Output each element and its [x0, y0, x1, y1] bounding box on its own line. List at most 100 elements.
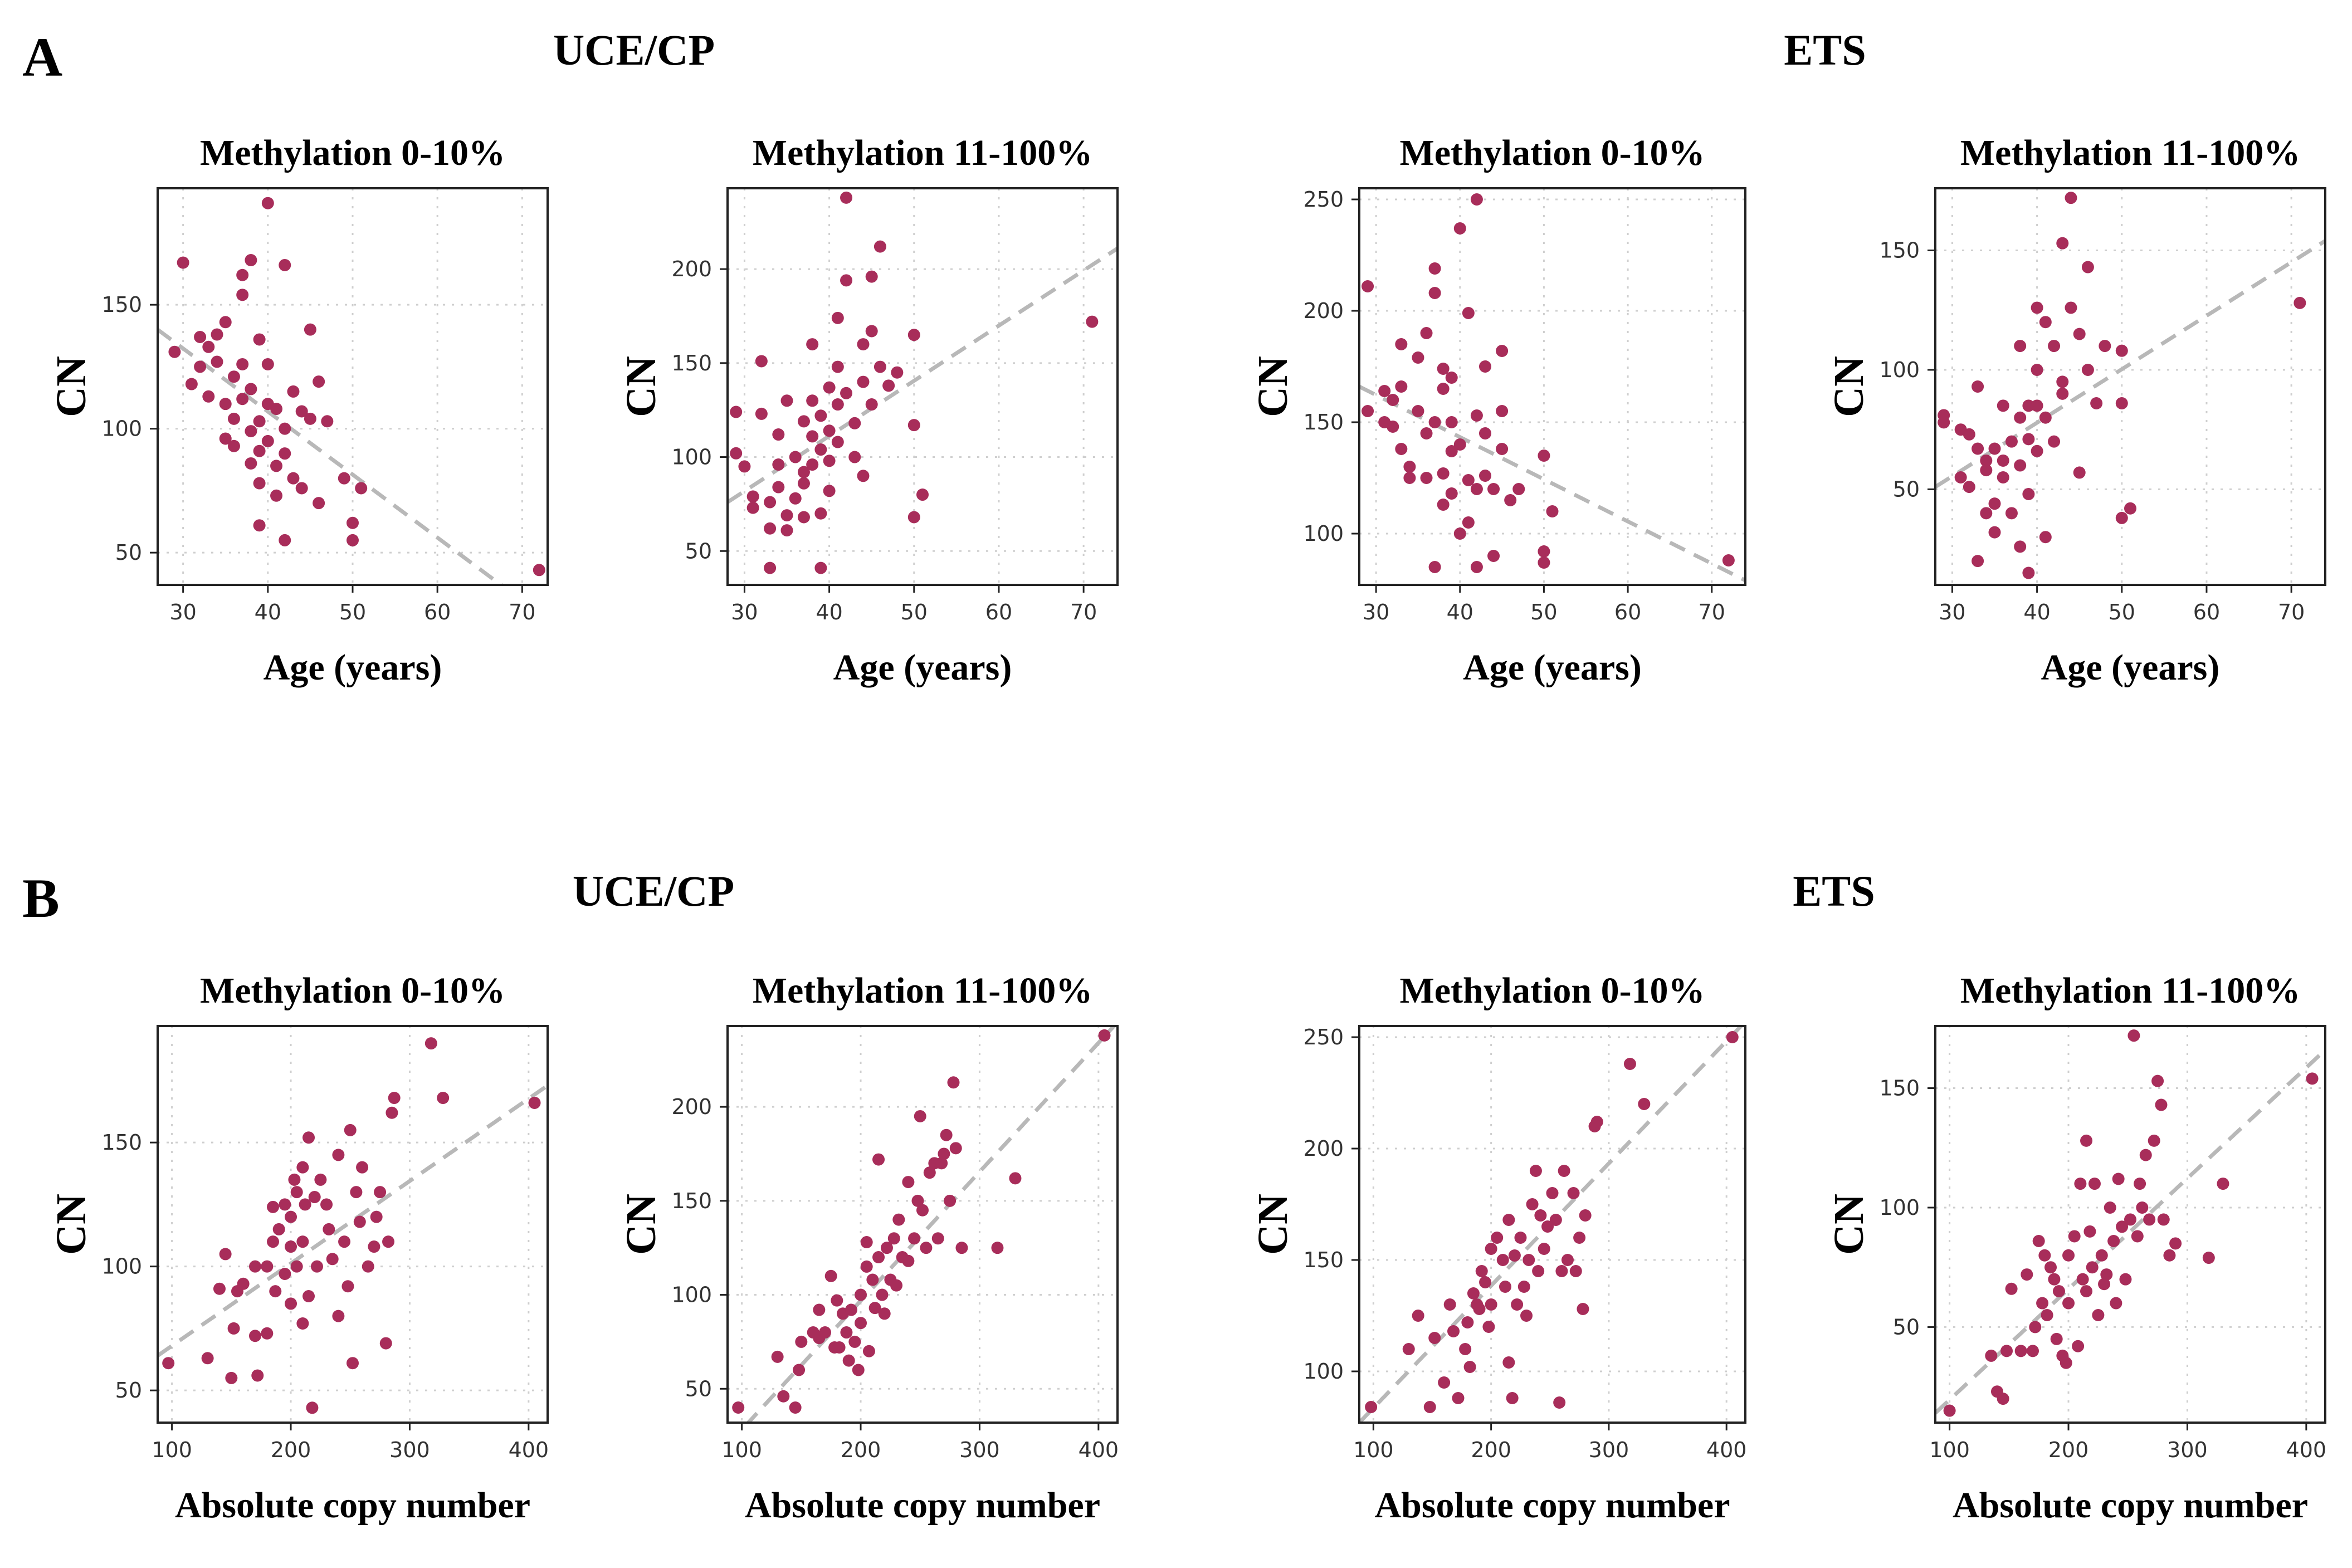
regression-line: [1935, 1048, 2325, 1415]
data-point: [823, 485, 836, 497]
x-tick-label: 70: [509, 600, 535, 624]
y-tick-label: 100: [101, 1254, 142, 1279]
data-point: [2080, 1285, 2093, 1298]
y-tick-label: 100: [1303, 521, 1344, 546]
data-point: [1470, 561, 1483, 573]
data-point: [1478, 360, 1491, 373]
plot-frame: [1358, 1025, 1746, 1424]
y-axis-label: CN: [1826, 1194, 1872, 1255]
data-point: [1478, 427, 1491, 439]
data-point: [1487, 483, 1500, 495]
data-point: [2155, 1098, 2168, 1111]
data-point: [862, 1345, 875, 1357]
data-point: [1997, 471, 2009, 483]
data-point: [819, 1326, 831, 1339]
data-point: [2119, 1273, 2132, 1286]
chart-title: Methylation 11-100%: [753, 970, 1092, 1011]
data-point: [1462, 307, 1475, 319]
x-tick-label: 200: [2048, 1438, 2089, 1462]
data-point: [1504, 494, 1517, 506]
data-point: [2031, 444, 2043, 457]
data-point: [2104, 1201, 2116, 1214]
data-point: [2014, 411, 2027, 424]
data-point: [872, 1251, 885, 1264]
data-point: [2031, 301, 2043, 314]
x-tick-label: 300: [2167, 1438, 2208, 1462]
data-point: [823, 381, 836, 394]
data-point: [947, 1076, 960, 1089]
y-tick-label: 50: [115, 540, 142, 565]
data-point: [261, 1327, 274, 1340]
data-point: [2169, 1237, 2182, 1250]
x-tick-label: 400: [509, 1438, 549, 1462]
data-point: [831, 1294, 843, 1307]
data-point: [2127, 1029, 2140, 1042]
data-point: [253, 477, 266, 490]
data-point: [1988, 442, 2001, 455]
data-point: [882, 379, 895, 392]
data-point: [730, 406, 743, 418]
data-point: [1553, 1396, 1566, 1409]
data-point: [1943, 1404, 1956, 1417]
data-point: [2060, 1356, 2072, 1369]
data-point: [338, 1235, 351, 1248]
x-tick-label: 40: [816, 600, 842, 624]
data-point: [2065, 301, 2077, 314]
data-point: [2072, 1340, 2085, 1352]
data-point: [823, 455, 836, 467]
data-point: [1470, 483, 1483, 495]
data-point: [931, 1232, 944, 1245]
data-point: [1569, 1265, 1582, 1277]
data-point: [1453, 527, 1466, 540]
data-point: [2217, 1178, 2229, 1190]
data-point: [1988, 526, 2001, 539]
data-point: [227, 439, 240, 452]
data-point: [1954, 471, 1967, 483]
plot-frame: [157, 1025, 549, 1424]
data-point: [270, 489, 283, 502]
data-point: [1445, 487, 1458, 500]
data-point: [296, 1317, 309, 1330]
y-tick-label: 100: [671, 1283, 712, 1307]
data-point: [780, 509, 793, 522]
data-point: [755, 355, 768, 368]
data-point: [746, 501, 759, 514]
data-point: [1538, 545, 1550, 558]
data-point: [2086, 1261, 2099, 1274]
data-point: [795, 1335, 808, 1348]
data-point: [355, 482, 368, 495]
data-point: [1420, 327, 1433, 339]
data-point: [793, 1364, 806, 1376]
data-point: [1423, 1401, 1436, 1413]
data-point: [202, 340, 215, 353]
data-point: [814, 443, 827, 456]
data-point: [1443, 1298, 1456, 1311]
x-tick-label: 50: [2109, 600, 2135, 624]
data-point: [1428, 262, 1441, 275]
data-point: [842, 1354, 855, 1367]
data-point: [261, 358, 274, 370]
data-point: [201, 1352, 214, 1365]
data-point: [914, 1110, 926, 1122]
data-point: [213, 1282, 226, 1295]
data-point: [2005, 1282, 2018, 1295]
data-point: [251, 1369, 264, 1382]
data-point: [2048, 1273, 2061, 1286]
regression-line: [745, 1026, 1117, 1423]
plot-frame: [1934, 187, 2326, 586]
data-point: [738, 460, 751, 473]
scatter-chart-b-uce-high: 100 200 300 400 50 100 150 200 Methylation 11-10…: [618, 970, 1119, 1526]
data-point: [227, 412, 240, 425]
data-point: [806, 394, 819, 407]
data-point: [1428, 416, 1441, 428]
data-point: [771, 1350, 784, 1363]
data-point: [780, 524, 793, 537]
data-point: [2076, 1273, 2089, 1286]
data-point: [1938, 416, 1950, 429]
data-point: [2088, 1178, 2101, 1190]
y-axis-label: CN: [48, 356, 95, 417]
data-point: [1485, 1298, 1497, 1311]
data-point: [285, 1297, 297, 1310]
data-point: [2005, 435, 2018, 448]
data-point: [1623, 1058, 1636, 1070]
